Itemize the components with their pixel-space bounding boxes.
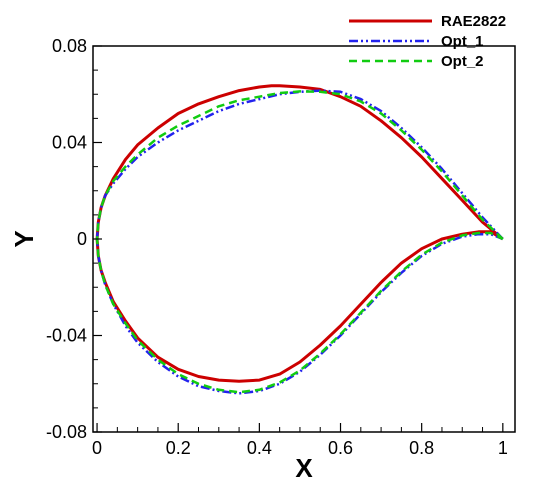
series-line-opt-1 [95,89,504,395]
y-tick-label: 0.04 [52,133,87,153]
x-axis-title: X [295,453,313,483]
x-tick-label: 0.6 [328,438,353,458]
ticks-layer: 0 0.2 0.4 0.6 0.8 1 -0.08 -0.04 0 0.04 0.08 [46,36,508,458]
legend-label: Opt_1 [441,33,484,50]
y-tick-label: 0.08 [52,36,87,56]
x-tick-label: 0.2 [166,438,191,458]
legend-label: Opt_2 [441,53,484,70]
series-line-opt-2 [95,90,504,394]
legend: RAE2822 Opt_1 Opt_2 [349,13,506,70]
x-tick-label: 1 [498,438,508,458]
y-tick-label: 0 [77,229,87,249]
legend-label: RAE2822 [441,13,506,30]
x-tick-label: 0.8 [409,438,434,458]
x-tick-label: 0 [92,438,102,458]
y-axis-title: Y [9,230,39,247]
x-tick-label: 0.4 [247,438,272,458]
y-tick-label: -0.08 [46,422,87,442]
y-tick-label: -0.04 [46,326,87,346]
